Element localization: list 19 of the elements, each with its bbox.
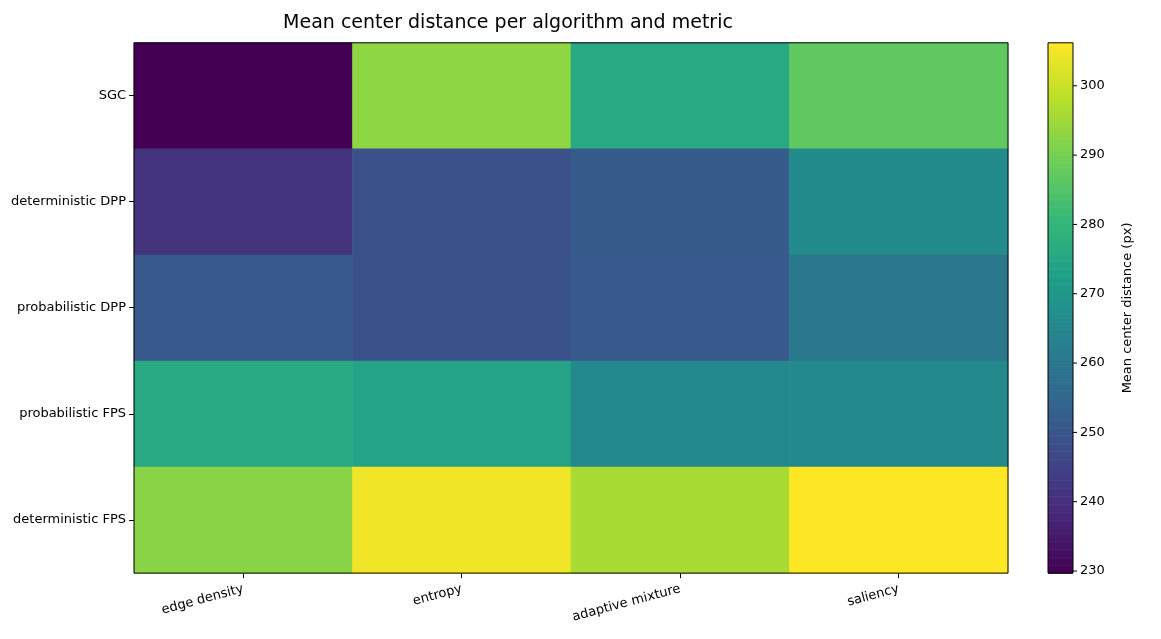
color-bar-label: 260 (1080, 354, 1105, 370)
color-bar-title: Mean center distance (px) (1119, 222, 1135, 394)
color-bar-label: 300 (1080, 77, 1105, 93)
color-bar-label: 240 (1080, 493, 1105, 509)
x-tick-label: adaptive mixture (570, 580, 682, 624)
y-tick-label: SGC (98, 87, 127, 103)
color-bar-label: 250 (1080, 423, 1105, 439)
color-bar-label: 230 (1080, 562, 1105, 578)
x-tick-label: entropy (410, 580, 464, 608)
color-bar-label: 280 (1080, 215, 1105, 231)
y-tick-label: deterministic DPP (10, 193, 127, 209)
x-tick-label: edge density (159, 580, 246, 617)
y-tick-label: probabilistic DPP (17, 299, 127, 315)
y-tick-label: probabilistic FPS (19, 405, 127, 421)
y-tick-label: deterministic FPS (13, 511, 127, 527)
x-tick-label: saliency (845, 580, 901, 609)
color-bar-label: 270 (1080, 285, 1105, 301)
color-bar-label: 290 (1080, 146, 1105, 162)
chart-title: Mean center distance per algorithm and metric (283, 10, 733, 33)
